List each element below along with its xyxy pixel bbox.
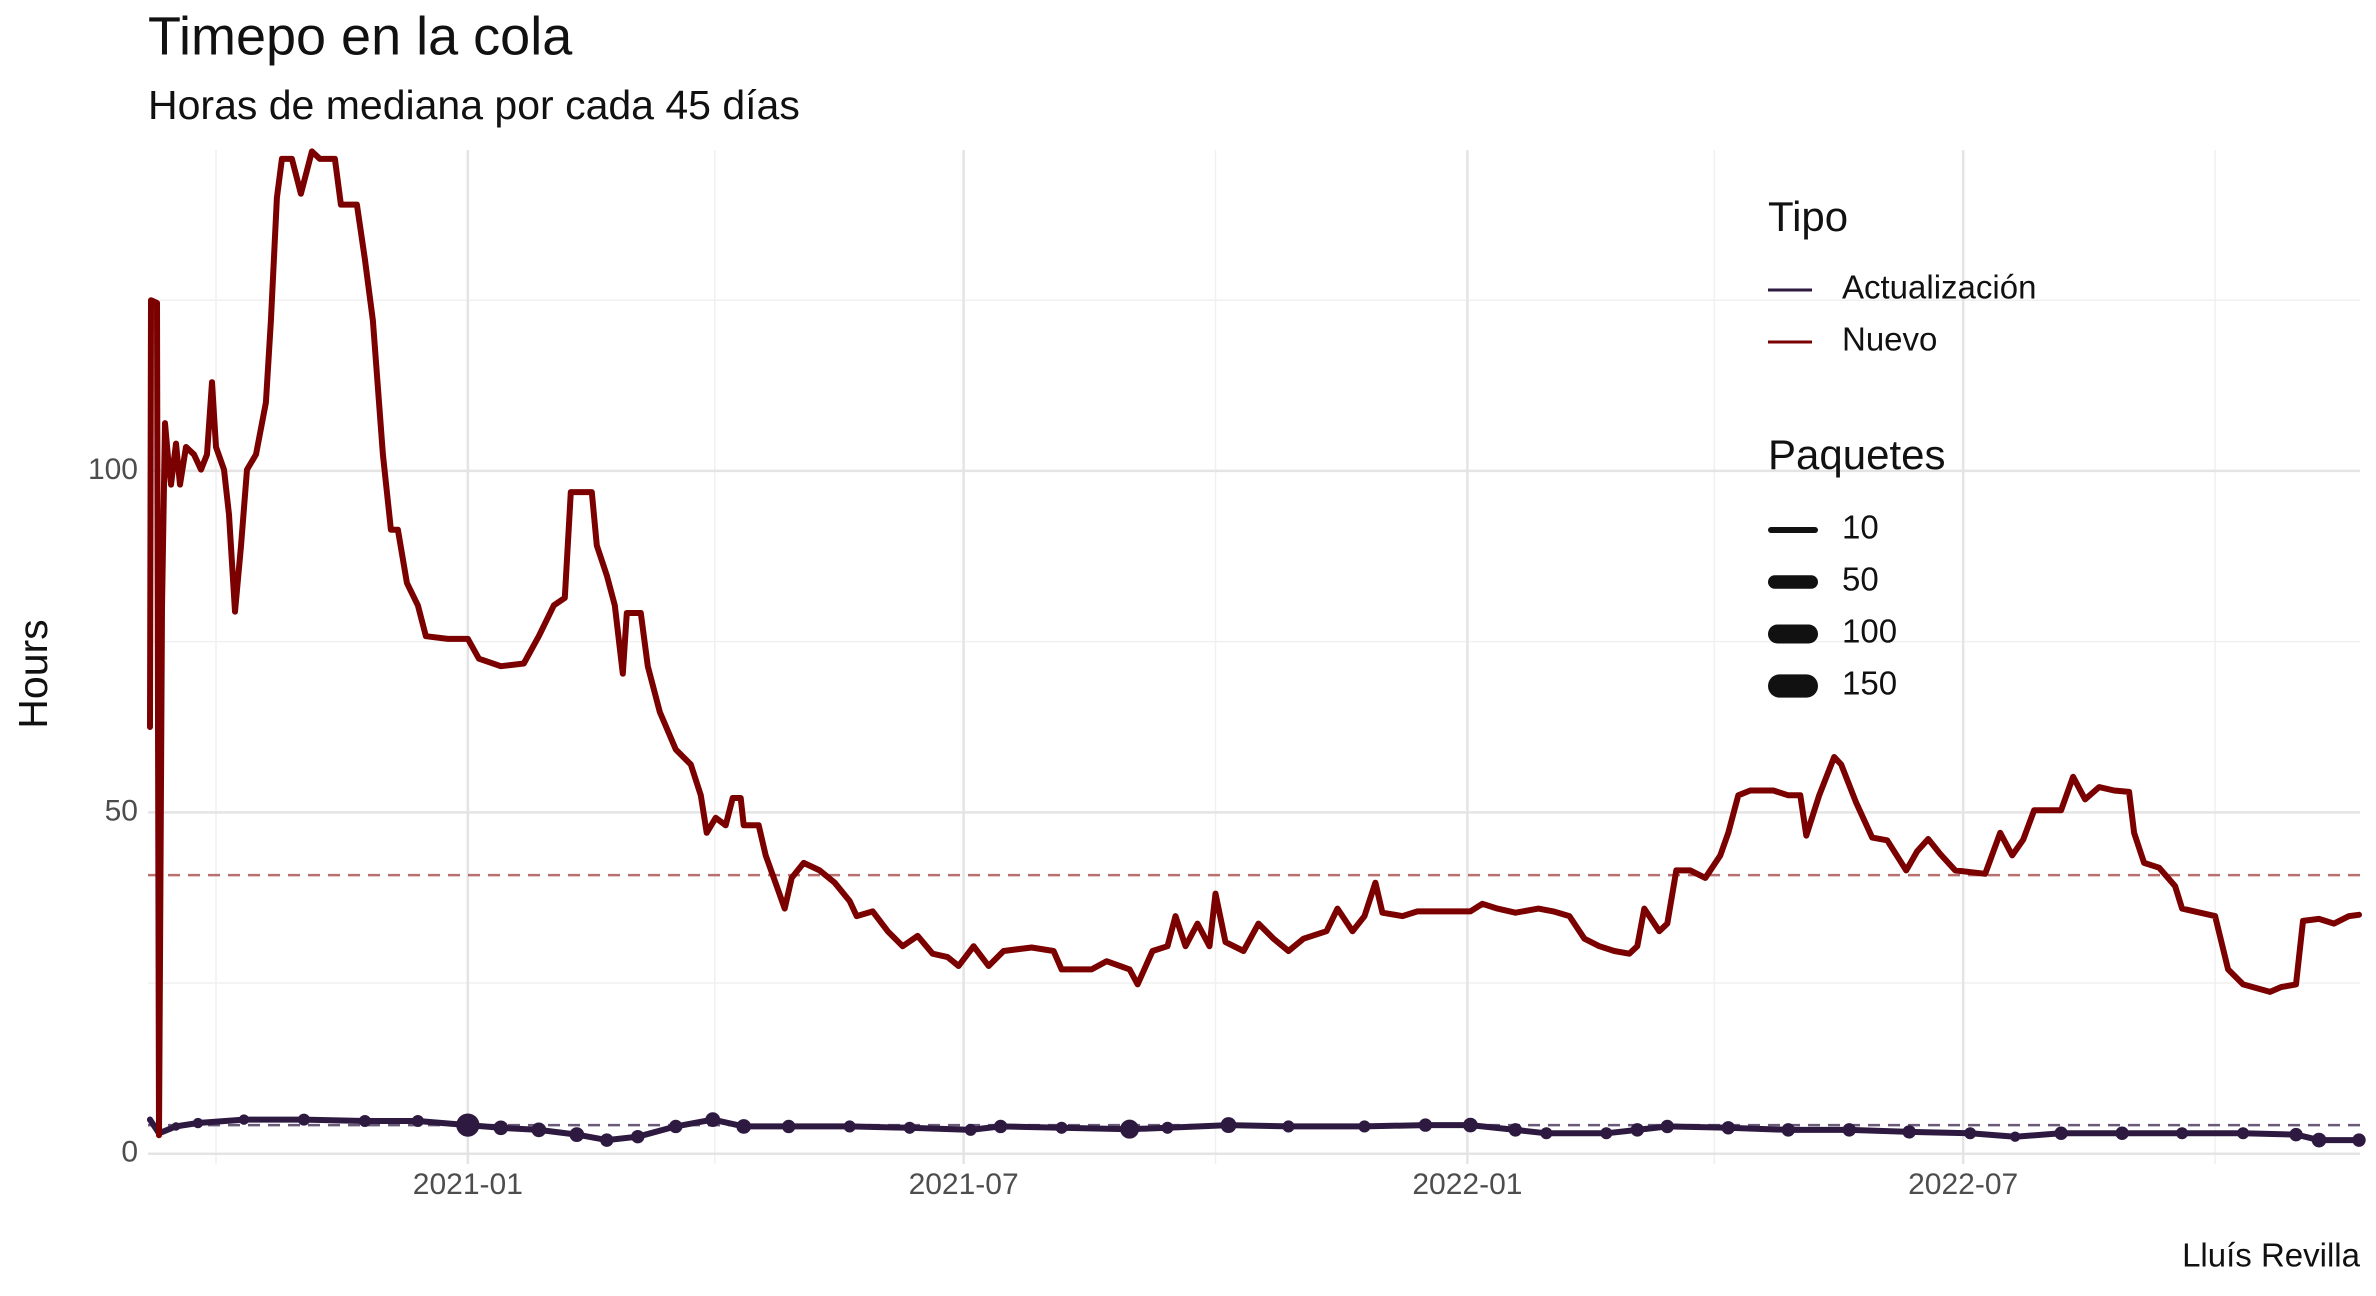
size-point (2009, 1131, 2021, 1142)
caption: Lluís Revilla (2182, 1237, 2361, 1274)
legend-label: 10 (1842, 509, 1879, 546)
size-point (1781, 1123, 1795, 1137)
legend-title: Paquetes (1768, 431, 1945, 478)
size-point (736, 1119, 752, 1134)
size-point (631, 1129, 645, 1144)
size-point (1055, 1121, 1068, 1134)
size-point (1660, 1119, 1675, 1134)
legend: Tipo Actualización Nuevo Paquetes 10 50 100 150 (1767, 193, 2036, 702)
size-point (1220, 1117, 1237, 1134)
x-tick-label: 2021-01 (413, 1168, 523, 1201)
x-tick-label: 2022-07 (1908, 1168, 2018, 1201)
size-point (1463, 1117, 1478, 1133)
size-point (903, 1121, 916, 1134)
size-point (192, 1117, 204, 1129)
size-point (669, 1119, 683, 1134)
size-point (493, 1120, 509, 1136)
series-line (147, 148, 2362, 1139)
size-point (2289, 1127, 2303, 1142)
chart-title: Timepo en la cola (148, 6, 573, 66)
size-point (1842, 1123, 1856, 1137)
size-point (600, 1133, 614, 1147)
legend-label: Actualización (1842, 269, 2036, 306)
size-point (705, 1112, 721, 1127)
legend-title: Tipo (1768, 193, 1848, 240)
chart-subtitle: Horas de mediana por cada 45 días (148, 82, 800, 128)
size-point (146, 1116, 154, 1123)
size-point (411, 1114, 424, 1127)
size-point (1418, 1118, 1433, 1132)
size-point (1161, 1121, 1174, 1134)
size-point (2237, 1127, 2250, 1140)
y-tick-label: 100 (88, 453, 138, 486)
size-point (1358, 1120, 1371, 1133)
legend-label: 150 (1842, 665, 1897, 702)
legend-label: 100 (1842, 613, 1897, 650)
plot-area (146, 148, 2366, 1148)
size-point (1630, 1123, 1645, 1137)
size-point (171, 1122, 181, 1131)
size-point (2176, 1127, 2189, 1140)
grid: 0 50 100 2021-01 2021-07 2022-01 2022-07 (88, 150, 2360, 1201)
y-tick-label: 50 (105, 794, 138, 827)
size-point (964, 1123, 977, 1136)
size-point (2311, 1132, 2327, 1148)
size-point (1540, 1127, 1553, 1140)
legend-label: 50 (1842, 561, 1879, 598)
size-point (1508, 1123, 1523, 1137)
size-point (1282, 1120, 1295, 1133)
size-point (456, 1113, 480, 1137)
size-point (843, 1120, 856, 1133)
size-point (358, 1114, 371, 1127)
x-tick-label: 2021-07 (909, 1168, 1019, 1201)
size-point (1964, 1127, 1977, 1140)
size-point (2054, 1126, 2068, 1140)
x-tick-label: 2022-01 (1412, 1168, 1522, 1201)
legend-label: Nuevo (1842, 321, 1937, 358)
size-point (297, 1113, 310, 1126)
y-tick-label: 0 (121, 1136, 138, 1169)
size-point (569, 1127, 585, 1142)
size-point (781, 1119, 796, 1134)
size-point (1120, 1119, 1140, 1139)
size-point (1902, 1125, 1916, 1139)
y-axis-title: Hours (10, 619, 56, 728)
size-point (2352, 1133, 2366, 1147)
size-point (1721, 1121, 1736, 1135)
size-point (1600, 1127, 1613, 1140)
size-point (2115, 1126, 2129, 1140)
size-point (531, 1122, 547, 1138)
size-point (993, 1119, 1008, 1134)
size-point (238, 1114, 250, 1125)
